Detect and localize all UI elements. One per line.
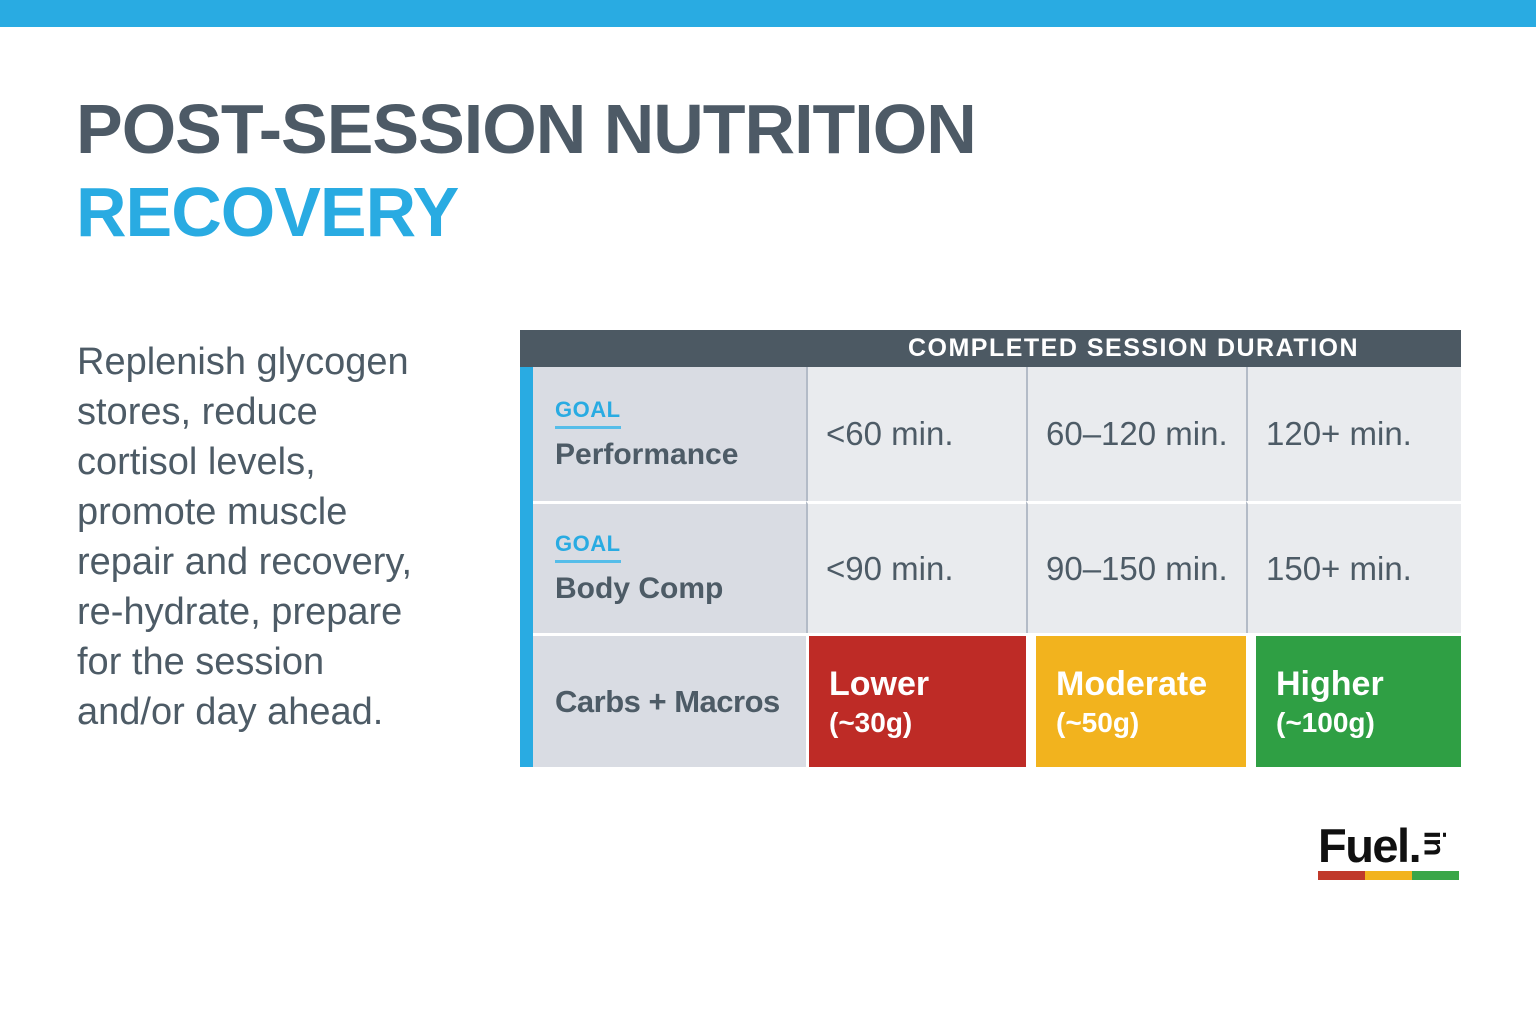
level-amount: (~30g) [829, 706, 913, 738]
table-grid: GOAL Performance <60 min. 60–120 min. 12… [533, 367, 1461, 767]
goal-cell-body-comp: GOAL Body Comp [533, 501, 806, 633]
duration-value: <90 min. [826, 549, 954, 587]
carbs-level-higher-cell: Higher (~100g) [1246, 633, 1461, 767]
level-label: Moderate [1056, 664, 1208, 703]
fuelin-logo-wordmark-row: Fuel. in [1318, 819, 1462, 872]
carbs-level-moderate-cell: Moderate (~50g) [1026, 633, 1246, 767]
level-amount: (~50g) [1056, 706, 1140, 738]
intro-line: cortisol levels, [77, 441, 316, 483]
intro-line: and/or day ahead. [77, 691, 384, 733]
duration-cell: <60 min. [806, 367, 1026, 501]
title-line-2: RECOVERY [76, 173, 459, 251]
level-label: Lower [829, 664, 930, 703]
logo-bar-red-segment [1318, 871, 1365, 880]
logo-bar-green-segment [1412, 871, 1459, 880]
intro-line: stores, reduce [77, 391, 318, 433]
duration-value: <60 min. [826, 415, 954, 452]
fuelin-logo: Fuel. in [1318, 819, 1462, 880]
goal-tag-label: GOAL [555, 531, 621, 563]
intro-line: repair and recovery, [77, 541, 413, 583]
top-accent-bar [0, 0, 1536, 27]
duration-value: 120+ min. [1266, 415, 1412, 452]
carbs-level-lower-cell: Lower (~30g) [806, 633, 1026, 767]
logo-bar-yellow-segment [1365, 871, 1412, 880]
level-amount: (~100g) [1276, 706, 1375, 738]
carbs-macros-label: Carbs + Macros [555, 683, 780, 719]
intro-line: for the session [77, 641, 325, 683]
fuelin-logo-rotated-in: in [1417, 830, 1451, 856]
goal-tag-label: GOAL [555, 397, 621, 429]
table-body: GOAL Performance <60 min. 60–120 min. 12… [520, 367, 1461, 767]
table-header-title: COMPLETED SESSION DURATION [907, 334, 1360, 362]
goal-name: Body Comp [555, 572, 724, 605]
session-duration-table: COMPLETED SESSION DURATION GOAL Performa… [520, 330, 1461, 767]
duration-cell: 120+ min. [1246, 367, 1461, 501]
table-left-accent-stripe [520, 367, 533, 767]
goal-name: Performance [555, 437, 739, 471]
fuelin-logo-tricolor-bar [1318, 871, 1459, 880]
intro-paragraph: Replenish glycogen stores, reduce cortis… [77, 337, 507, 737]
intro-line: Replenish glycogen [77, 341, 409, 383]
duration-cell: 60–120 min. [1026, 367, 1246, 501]
goal-cell-performance: GOAL Performance [533, 367, 806, 501]
table-header-bar: COMPLETED SESSION DURATION [520, 330, 1461, 367]
duration-value: 90–150 min. [1046, 549, 1228, 587]
intro-line: promote muscle [77, 491, 348, 533]
intro-line: re-hydrate, prepare [77, 591, 403, 633]
duration-cell: <90 min. [806, 501, 1026, 633]
fuelin-logo-text: Fuel. [1318, 819, 1422, 872]
level-label: Higher [1276, 664, 1384, 703]
duration-value: 150+ min. [1266, 549, 1412, 587]
slide-title: POST-SESSION NUTRITION RECOVERY [76, 88, 977, 254]
duration-value: 60–120 min. [1046, 415, 1228, 452]
duration-cell: 90–150 min. [1026, 501, 1246, 633]
title-line-1: POST-SESSION NUTRITION [76, 90, 977, 168]
carbs-macros-cell: Carbs + Macros [533, 633, 806, 767]
duration-cell: 150+ min. [1246, 501, 1461, 633]
